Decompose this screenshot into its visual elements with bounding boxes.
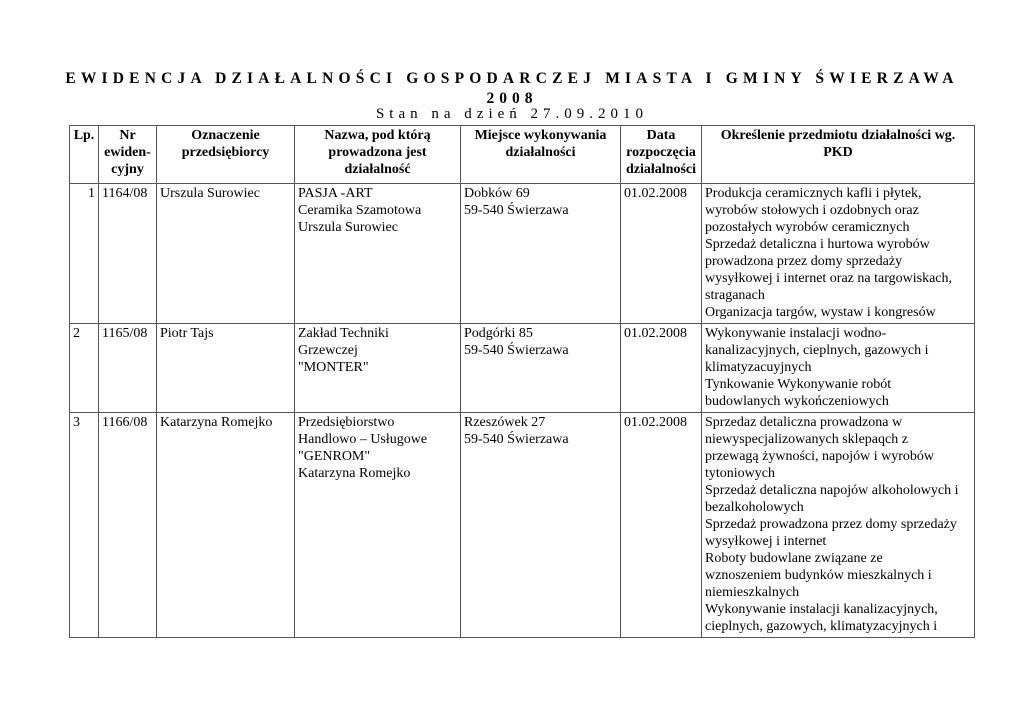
cell-date: 01.02.2008 [620, 323, 702, 413]
cell-line: straganach [705, 288, 765, 303]
table-row: 1 1164/08 Urszula Surowiec PASJA -ART Cerami… [69, 183, 975, 324]
cell-owner: Piotr Tajs [156, 323, 295, 413]
cell-line: ewiden- [104, 145, 151, 160]
cell-line: Produkcja ceramicznych kafli i płytek, [705, 186, 922, 201]
cell-line: przedsiębiorcy [181, 145, 270, 160]
col-nr-header: Nr ewiden-cyjny [98, 125, 157, 184]
cell-line: bezalkoholowych [705, 500, 804, 515]
cell-line: niewyspecjalizowanych sklepaqch z [705, 432, 908, 447]
cell-line: Dobków 69 [464, 186, 530, 201]
cell-line: wyrobów stołowych i ozdobnych oraz [705, 203, 919, 218]
cell-line: wysyłkowej i internet oraz na targowiska… [705, 271, 953, 286]
cell-line: wysyłkowej i internet [705, 534, 827, 549]
cell-nr: 1165/08 [98, 323, 157, 413]
cell-line: pozostałych wyrobów ceramicznych [705, 220, 910, 235]
cell-nr: 1166/08 [98, 412, 157, 638]
table-row: 2 1165/08 Piotr Tajs Zakład Techniki Grzewcz… [69, 323, 975, 413]
cell-line: kanalizacyjnych, cieplnych, gazowych i [705, 343, 929, 358]
col-name-header: Nazwa, pod którą prowadzona jest działalno… [294, 125, 461, 184]
cell-line: Sprzedaż prowadzona przez domy sprzedaży [705, 517, 957, 532]
col-date-header: Data rozpoczęcia działalności [620, 125, 702, 184]
cell-line: Miejsce wykonywania [474, 128, 607, 143]
cell-line: Sprzedaż detaliczna i hurtowa wyrobów [705, 237, 930, 252]
cell-line: działalności [625, 162, 696, 177]
cell-place: Dobków 69 59-540 Świerzawa [460, 183, 621, 324]
cell-line: Nr [119, 128, 136, 143]
cell-line: Katarzyna Romejko [298, 466, 411, 481]
cell-line: Roboty budowlane związane ze [705, 551, 883, 566]
cell-line: prowadzona jest [328, 145, 427, 160]
cell-line: Organizacja targów, wystaw i kongresów [705, 305, 936, 320]
cell-line: niemieszkalnych [705, 585, 800, 600]
cell-line: Wykonywanie instalacji wodno- [705, 326, 887, 341]
col-lp-header: Lp. [69, 125, 99, 184]
cell-line: tytoniowych [705, 466, 775, 481]
cell-line: Lp. [73, 128, 95, 143]
cell-line: Oznaczenie [191, 128, 260, 143]
cell-line: 59-540 Świerzawa [464, 203, 569, 218]
cell-line: "MONTER" [298, 360, 369, 375]
cell-line: Grzewczej [298, 343, 358, 358]
document-title: EWIDENCJA DZIAŁALNOŚCI GOSPODARCZEJ MIAS… [65, 70, 959, 87]
col-place-header: Miejsce wykonywania działalności [460, 125, 621, 184]
cell-line: Ceramika Szamotowa [298, 203, 422, 218]
cell-line: Data [646, 128, 676, 143]
cell-line: przewagą żywności, napojów i wyrobów [705, 449, 934, 464]
cell-name: Zakład Techniki Grzewczej "MONTER" [294, 323, 461, 413]
cell-name: Przedsiębiorstwo Handlowo – Usługowe "GENR… [294, 412, 461, 638]
document-year: 2008 [486, 90, 538, 107]
cell-owner: Urszula Surowiec [156, 183, 295, 324]
cell-line: Przedsiębiorstwo [298, 415, 395, 430]
cell-lp: 3 [69, 412, 99, 638]
table-header-row: Lp. Nr ewiden-cyjny Oznaczenie przedsiębiorc… [69, 125, 975, 184]
col-owner-header: Oznaczenie przedsiębiorcy [156, 125, 295, 184]
cell-line: prowadzona przez domy sprzedaży [705, 254, 903, 269]
cell-line: Określenie przedmiotu działalności wg. [720, 128, 956, 143]
cell-lp: 1 [69, 183, 99, 324]
cell-line: klimatyzacuyjnych [705, 360, 812, 375]
cell-pkd: Wykonywanie instalacji wodno-kanalizacyj… [701, 323, 975, 413]
cell-line: Zakład Techniki [298, 326, 389, 341]
cell-line: Nazwa, pod którą [324, 128, 431, 143]
cell-line: Podgórki 85 [464, 326, 533, 341]
cell-place: Rzeszówek 27 59-540 Świerzawa [460, 412, 621, 638]
cell-line: PASJA -ART [298, 186, 373, 201]
cell-line: PKD [823, 145, 853, 160]
cell-nr: 1164/08 [98, 183, 157, 324]
cell-line: Handlowo – Usługowe [298, 432, 428, 447]
cell-line: działalność [344, 162, 411, 177]
registry-table: Lp. Nr ewiden-cyjny Oznaczenie przedsiębiorc… [69, 125, 975, 638]
col-pkd-header: Określenie przedmiotu działalności wg. PK… [701, 125, 975, 184]
cell-line: budowlanych wykończeniowych [705, 394, 889, 409]
cell-date: 01.02.2008 [620, 183, 702, 324]
cell-pkd: Produkcja ceramicznych kafli i płytek, wy… [701, 183, 975, 324]
cell-line: Sprzedaz detaliczna prowadzona w [705, 415, 903, 430]
cell-line: Rzeszówek 27 [464, 415, 546, 430]
cell-place: Podgórki 85 59-540 Świerzawa [460, 323, 621, 413]
cell-line: cieplnych, gazowych, klimatyzacyjnych i [705, 619, 938, 634]
cell-line: 59-540 Świerzawa [464, 343, 569, 358]
cell-lp: 2 [69, 323, 99, 413]
cell-line: Sprzedaż detaliczna napojów alkoholowych… [705, 483, 959, 498]
cell-line: cyjny [111, 162, 144, 177]
cell-line: rozpoczęcia [626, 145, 696, 160]
cell-line: wznoszeniem budynków mieszkalnych i [705, 568, 932, 583]
cell-name: PASJA -ART Ceramika Szamotowa Urszula Suro… [294, 183, 461, 324]
cell-line: "GENROM" [298, 449, 371, 464]
cell-line: Tynkowanie Wykonywanie robót [705, 377, 892, 392]
cell-pkd: Sprzedaz detaliczna prowadzona w niewyspe… [701, 412, 975, 638]
cell-owner: Katarzyna Romejko [156, 412, 295, 638]
cell-line: Wykonywanie instalacji kanalizacyjnych, [705, 602, 938, 617]
document-subtitle: Stan na dzień 27.09.2010 [375, 106, 649, 122]
cell-line: Urszula Surowiec [298, 220, 398, 235]
cell-date: 01.02.2008 [620, 412, 702, 638]
table-row: 3 1166/08 Katarzyna Romejko Przedsiębiorstw… [69, 412, 975, 638]
cell-line: działalności [505, 145, 576, 160]
cell-line: 59-540 Świerzawa [464, 432, 569, 447]
